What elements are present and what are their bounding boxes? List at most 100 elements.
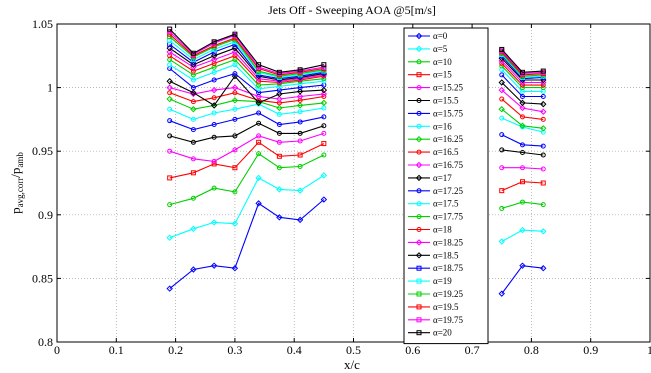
x-axis-label: x/c <box>344 357 360 372</box>
legend-marker <box>415 32 423 40</box>
series-2 <box>167 151 546 211</box>
series-line <box>501 50 544 75</box>
series-line <box>169 47 324 81</box>
data-point <box>498 106 505 113</box>
legend-marker <box>416 123 422 129</box>
series-line <box>501 265 544 295</box>
data-point <box>232 165 238 171</box>
data-point <box>296 216 304 224</box>
data-point <box>211 158 217 164</box>
data-point <box>520 165 526 171</box>
data-point <box>540 125 547 132</box>
legend-item: α=18.5 <box>408 250 459 260</box>
series-line <box>169 64 324 90</box>
series-line <box>169 51 324 82</box>
data-point <box>540 202 546 208</box>
data-point <box>276 139 282 145</box>
data-point <box>276 104 283 112</box>
series-line <box>169 199 325 290</box>
series-line <box>169 122 325 143</box>
series-0 <box>166 196 547 297</box>
legend-item: α=5 <box>408 44 448 54</box>
y-tick-label: 0.9 <box>38 208 53 222</box>
legend-item: α=18 <box>408 225 452 235</box>
series-line <box>169 112 325 131</box>
series-line <box>501 69 544 92</box>
data-point <box>190 106 197 113</box>
data-point <box>190 99 196 105</box>
data-point <box>232 116 238 122</box>
legend-marker <box>415 239 423 246</box>
data-point <box>499 96 505 102</box>
legend-label: α=17.5 <box>433 199 459 209</box>
series-4 <box>167 130 546 172</box>
series-6 <box>167 110 546 149</box>
legend-item: α=18.75 <box>408 263 464 273</box>
data-point <box>321 130 327 136</box>
series-line <box>169 68 324 94</box>
series-line <box>501 74 544 98</box>
series-11 <box>166 72 547 109</box>
legend-item: α=15.5 <box>408 96 459 106</box>
data-point <box>210 219 218 226</box>
data-point <box>166 78 173 85</box>
data-point <box>499 72 505 78</box>
series-line <box>169 33 324 76</box>
legend-label: α=0 <box>433 31 448 41</box>
data-point <box>321 62 327 68</box>
data-point <box>296 102 304 109</box>
data-point <box>211 95 217 101</box>
legend-label: α=15 <box>433 70 452 80</box>
data-point <box>210 52 218 60</box>
data-point <box>276 90 283 98</box>
data-point <box>167 175 173 181</box>
legend-item: α=16.75 <box>408 160 464 170</box>
x-tick-label: 1 <box>647 343 651 357</box>
data-point <box>166 285 173 292</box>
series-line <box>501 55 544 80</box>
legend-item: α=10 <box>408 57 452 67</box>
data-point <box>256 151 262 157</box>
data-point <box>499 205 505 211</box>
data-point <box>320 86 328 94</box>
data-point <box>540 68 546 74</box>
chart-title: Jets Off - Sweeping AOA @5[m/s] <box>268 3 436 17</box>
legend-marker <box>416 278 422 284</box>
data-point <box>190 116 196 122</box>
series-line <box>501 82 544 105</box>
data-point <box>276 69 282 75</box>
data-point <box>190 127 196 133</box>
data-point <box>256 62 262 68</box>
data-point <box>231 97 239 104</box>
legend-marker <box>416 317 422 323</box>
legend-marker <box>415 252 423 259</box>
series-line <box>169 152 325 206</box>
data-point <box>190 170 196 176</box>
data-point <box>297 109 303 115</box>
data-point <box>210 262 218 269</box>
data-point <box>321 141 327 147</box>
data-point <box>190 64 197 71</box>
legend-marker <box>416 85 422 91</box>
data-point <box>166 44 173 52</box>
legend-marker <box>416 304 422 310</box>
legend-marker <box>416 265 422 271</box>
data-point <box>519 226 526 234</box>
data-point <box>276 95 283 103</box>
series-line <box>501 57 544 81</box>
data-point <box>256 133 262 139</box>
legend-label: α=18.5 <box>433 250 459 260</box>
data-point <box>276 153 282 159</box>
data-point <box>210 56 218 63</box>
legend-label: α=19 <box>433 276 452 286</box>
legend-label: α=17.25 <box>433 186 464 196</box>
data-point <box>296 93 304 100</box>
series-line <box>501 51 544 76</box>
data-point <box>211 39 217 45</box>
legend-item: α=20 <box>408 328 452 338</box>
data-point <box>520 124 526 130</box>
data-point <box>519 122 526 129</box>
series-line <box>501 167 544 170</box>
data-point <box>540 108 547 115</box>
